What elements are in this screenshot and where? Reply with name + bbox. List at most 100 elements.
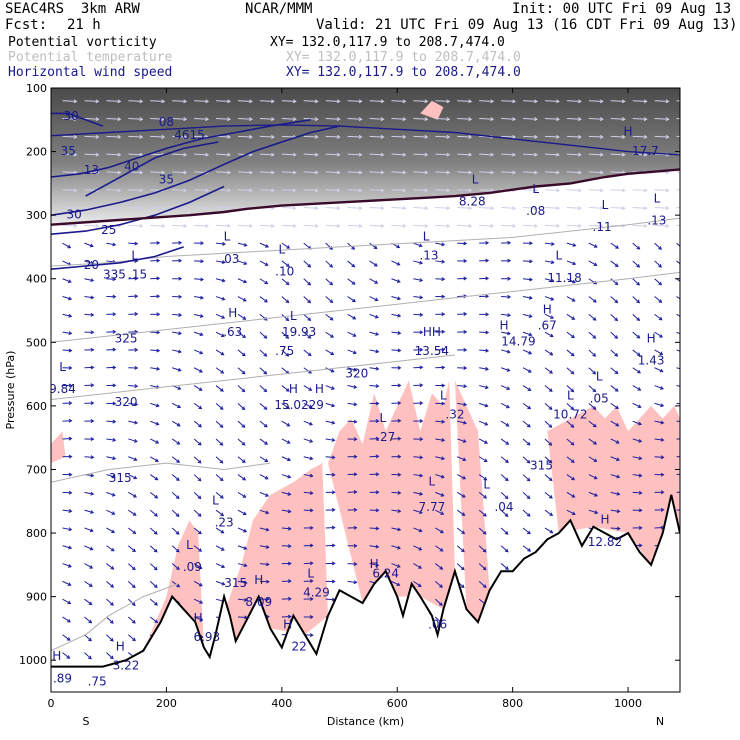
wind-vector bbox=[566, 207, 581, 209]
wind-vector bbox=[588, 153, 603, 156]
wind-vector bbox=[325, 118, 340, 120]
wind-vector-head bbox=[592, 353, 597, 357]
wind-vector bbox=[544, 474, 553, 481]
wind-vector bbox=[566, 118, 581, 120]
wind-vector-head bbox=[397, 472, 402, 477]
wind-vector bbox=[435, 189, 450, 191]
wind-vector-head bbox=[490, 117, 495, 122]
wind-vector-head bbox=[110, 655, 114, 660]
wind-vector-head bbox=[358, 206, 363, 211]
wind-vector-head bbox=[243, 279, 248, 284]
wind-vector bbox=[237, 242, 247, 246]
wind-vector-head bbox=[331, 543, 336, 548]
x-tick-label: 400 bbox=[271, 697, 292, 710]
wind-vector-head bbox=[463, 347, 468, 352]
wind-vector bbox=[435, 580, 443, 588]
wind-vector-head bbox=[549, 351, 554, 356]
wind-vector-head bbox=[484, 403, 489, 408]
wind-vector bbox=[84, 296, 94, 299]
wind-vector bbox=[522, 349, 532, 355]
wind-vector bbox=[435, 563, 443, 570]
wind-vector bbox=[303, 438, 313, 443]
wind-vector bbox=[106, 153, 121, 156]
wind-vector-head bbox=[111, 529, 116, 534]
wind-vector-head bbox=[134, 384, 139, 389]
wind-vector bbox=[479, 171, 494, 174]
wind-vector-head bbox=[292, 206, 297, 211]
wind-vector-head bbox=[219, 442, 224, 446]
wind-vector bbox=[588, 385, 596, 392]
wind-vector bbox=[413, 100, 428, 102]
wind-vector-head bbox=[308, 404, 313, 409]
wind-vector-head bbox=[197, 459, 202, 464]
wind-vector bbox=[84, 527, 94, 532]
wind-vector bbox=[501, 224, 516, 227]
wind-vector-head bbox=[243, 597, 248, 602]
wind-vector-head bbox=[397, 313, 402, 318]
wind-vector bbox=[215, 527, 224, 534]
wind-vector-head bbox=[134, 294, 139, 299]
wind-vector-head bbox=[265, 244, 269, 248]
wind-vector-head bbox=[485, 348, 490, 353]
wind-vector bbox=[237, 331, 246, 338]
wind-vector-head bbox=[374, 262, 378, 267]
wind-vector bbox=[303, 331, 311, 339]
wind-vector-head bbox=[154, 458, 159, 462]
wind-vector-head bbox=[309, 473, 314, 478]
wind-vector bbox=[303, 278, 311, 286]
wind-vector bbox=[522, 331, 532, 336]
wind-vector bbox=[106, 563, 114, 570]
wind-vector-head bbox=[658, 281, 663, 286]
wind-vector bbox=[303, 385, 312, 391]
wind-vector bbox=[237, 296, 247, 302]
wind-vector bbox=[369, 100, 384, 102]
wind-vector bbox=[544, 491, 553, 499]
wind-vector bbox=[237, 563, 247, 567]
wind-vector bbox=[632, 456, 642, 460]
y-tick-label: 800 bbox=[26, 527, 47, 540]
wind-vector-head bbox=[659, 386, 664, 390]
wind-vector-head bbox=[468, 188, 473, 193]
wind-vector bbox=[610, 438, 620, 444]
wind-vector-head bbox=[638, 438, 643, 443]
contour-label: L bbox=[596, 369, 603, 383]
wind-vector-head bbox=[309, 491, 314, 495]
wind-vector-head bbox=[682, 351, 685, 354]
wind-vector bbox=[478, 438, 488, 444]
wind-vector bbox=[347, 420, 357, 423]
wind-vector bbox=[610, 153, 625, 156]
wind-vector-head bbox=[358, 188, 363, 193]
wind-vector-head bbox=[285, 352, 290, 357]
wind-vector bbox=[369, 331, 379, 336]
wind-vector bbox=[172, 367, 181, 371]
wind-vector bbox=[347, 189, 362, 191]
wind-vector bbox=[347, 367, 357, 371]
contour-label: 12.82 bbox=[588, 535, 622, 549]
wind-vector-head bbox=[571, 334, 575, 339]
wind-vector-head bbox=[287, 614, 292, 619]
wind-vector-head bbox=[599, 188, 604, 193]
wind-vector bbox=[435, 135, 450, 138]
contour-label: H bbox=[499, 319, 508, 333]
wind-vector bbox=[478, 563, 487, 571]
wind-vector-head bbox=[331, 561, 336, 566]
wind-vector-head bbox=[482, 531, 487, 535]
wind-vector bbox=[127, 598, 136, 606]
wind-vector bbox=[237, 349, 246, 356]
wind-vector bbox=[303, 135, 318, 138]
wind-vector bbox=[237, 118, 252, 120]
wind-vector bbox=[62, 491, 72, 494]
wind-vector-head bbox=[556, 99, 560, 104]
wind-vector bbox=[303, 313, 311, 321]
contour-label: L bbox=[440, 389, 447, 403]
contour-label: HH bbox=[423, 325, 441, 339]
wind-vector bbox=[259, 153, 274, 156]
wind-vector-head bbox=[683, 420, 686, 423]
wind-vector-head bbox=[287, 596, 292, 601]
wind-vector-head bbox=[665, 223, 670, 228]
wind-vector bbox=[84, 118, 99, 120]
wind-vector-head bbox=[156, 276, 161, 281]
wind-vector-head bbox=[270, 188, 275, 193]
wind-vector-head bbox=[68, 296, 73, 301]
wind-vector-head bbox=[375, 436, 380, 441]
